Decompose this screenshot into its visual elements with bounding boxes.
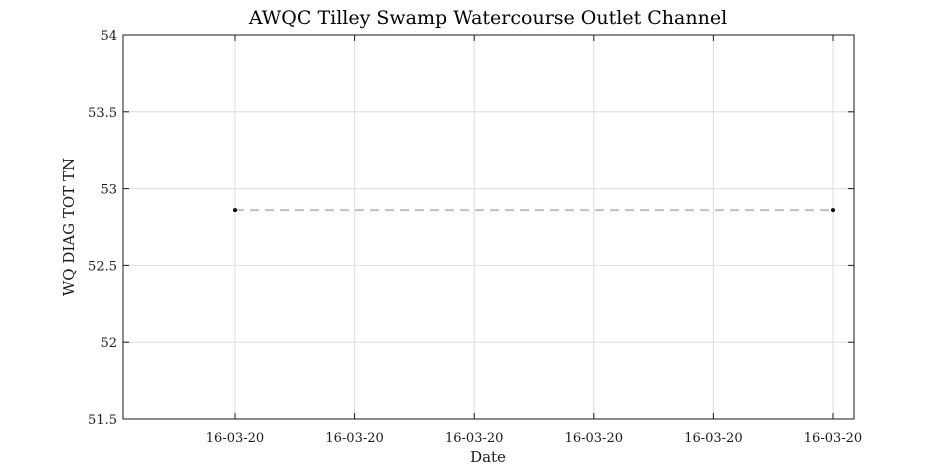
data-point [831,208,835,213]
axes-frame [122,34,855,420]
grid [123,35,854,419]
y-axis-label: WQ DIAG TOT TN [60,158,78,296]
x-axis-label: Date [470,448,506,466]
y-tick-label: 52.5 [88,259,117,274]
x-tick-labels: 16-03-20 16-03-20 16-03-20 16-03-20 16-03-20… [206,431,862,446]
y-tick-label: 54 [100,29,117,44]
x-tick-label: 16-03-20 [325,431,383,446]
x-tick-label: 16-03-20 [804,431,862,446]
data-point [233,208,237,213]
y-tick-label: 53 [100,183,117,198]
x-tick-label: 16-03-20 [565,431,623,446]
x-tick-label: 16-03-20 [445,431,503,446]
chart-title: AWQC Tilley Swamp Watercourse Outlet Cha… [248,7,727,29]
x-tick-label: 16-03-20 [684,431,742,446]
y-tick-label: 52 [100,336,117,351]
plot-area [122,34,855,420]
y-tick-label: 51.5 [88,413,117,428]
y-tick-labels: 51.5 52 52.5 53 53.5 54 [88,29,117,428]
y-tick-label: 53.5 [88,106,117,121]
x-tick-label: 16-03-20 [206,431,264,446]
series-group [233,208,835,213]
